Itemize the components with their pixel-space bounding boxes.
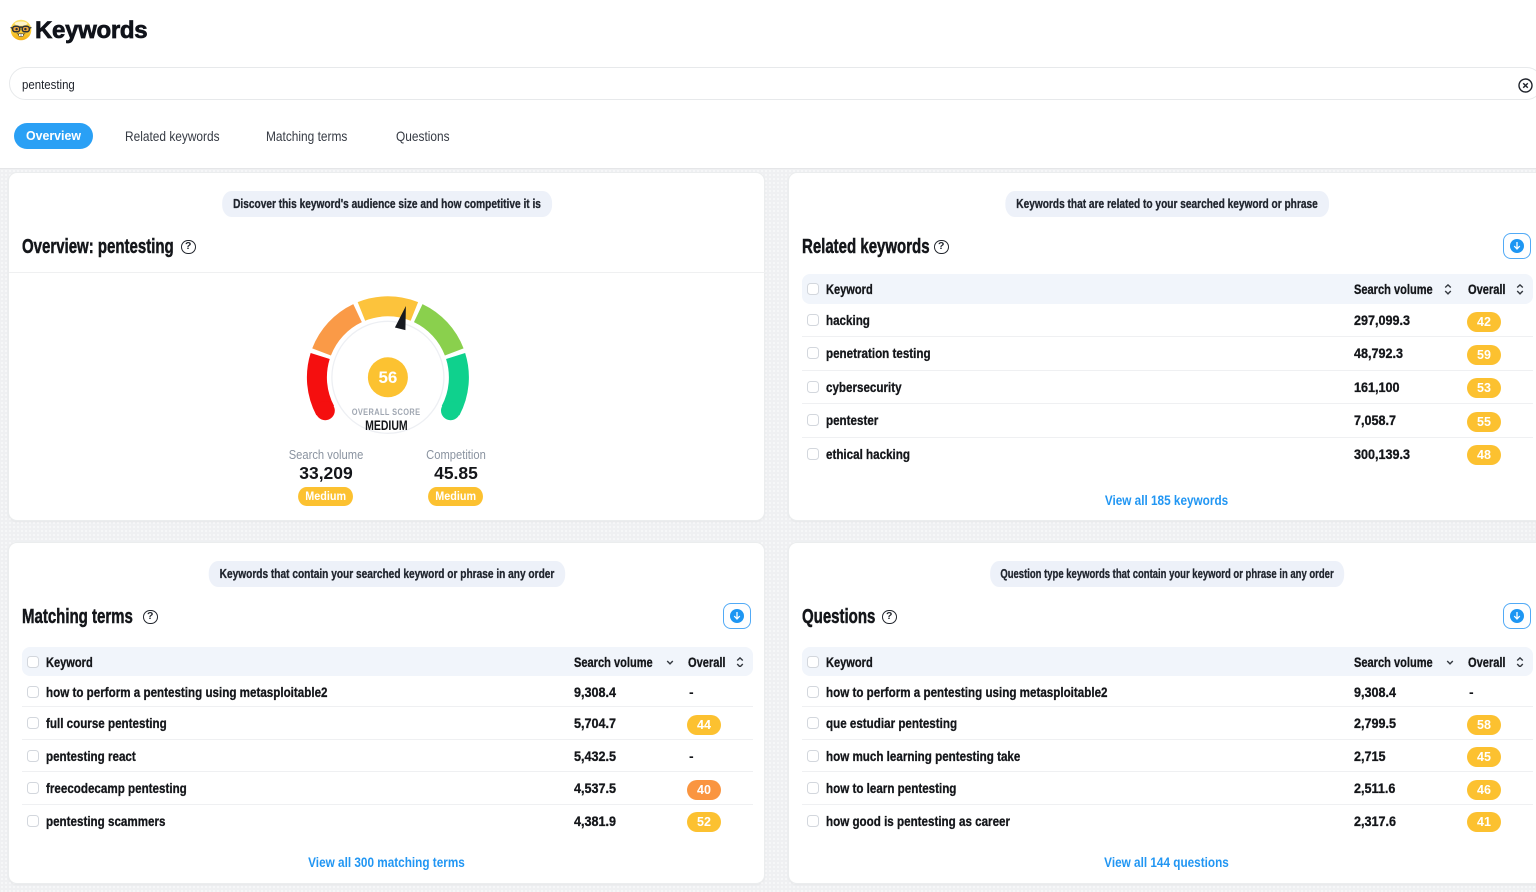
- svg-text:56: 56: [378, 368, 397, 387]
